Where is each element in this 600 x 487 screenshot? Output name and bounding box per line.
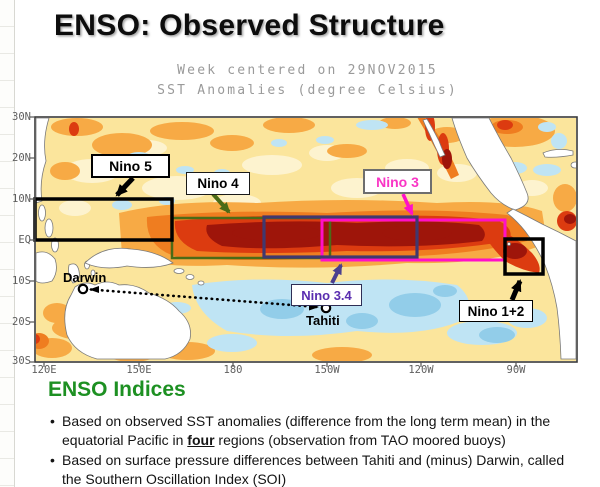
subtitle-sst: SST Anomalies (degree Celsius) (157, 83, 458, 98)
lat-label-10s: 10S (12, 275, 31, 287)
bullet-marker: • (50, 451, 55, 468)
nino5-label: Nino 5 (91, 154, 170, 178)
nino4-arrow (211, 192, 231, 214)
darwin-label: Darwin (63, 270, 107, 285)
darwin-marker (77, 283, 89, 295)
lon-label-150w: 150W (314, 364, 340, 376)
lat-label-10n: 10N (12, 193, 31, 205)
lon-label-90w: 90W (506, 364, 526, 376)
nino12-label: Nino 1+2 (459, 300, 533, 322)
lon-label-120w: 120W (408, 364, 434, 376)
enso-indices-heading: ENSO Indices (48, 378, 186, 401)
nino3-label: Nino 3 (363, 169, 432, 194)
nino12-arrow (509, 279, 523, 301)
nino34-arrow (330, 263, 343, 284)
nino34-label: Nino 3.4 (291, 284, 362, 306)
lon-label-180: 180 (223, 364, 243, 376)
lat-label-30n: 30N (12, 111, 31, 123)
lat-label-20s: 20S (12, 316, 31, 328)
ocean-anomaly-field (36, 118, 576, 361)
nino4-label: Nino 4 (186, 172, 250, 195)
bullet-2-line-1: • Based on surface pressure differences b… (50, 451, 590, 470)
nino5-arrow (115, 176, 135, 197)
tahiti-label: Tahiti (306, 313, 340, 328)
four-emphasis: four (187, 432, 215, 449)
lat-label-30s: 30S (12, 355, 31, 367)
bullet-list: • Based on observed SST anomalies (differ… (50, 412, 590, 487)
axis-ticks (30, 116, 517, 367)
landmasses (36, 118, 576, 360)
bullet-1-line-1: • Based on observed SST anomalies (differ… (50, 412, 590, 431)
map-subtitle: Week centered on 29NOV2015 SST Anomalies… (35, 61, 580, 101)
lon-label-120e: 120E (31, 364, 57, 376)
sst-anomaly-map (30, 116, 578, 367)
nino12-box (503, 237, 545, 276)
ruled-margin-strip (0, 0, 15, 487)
lat-label-20n: 20N (12, 152, 31, 164)
bullet-2-line-2: the Southern Oscillation Index (SOI) (62, 470, 287, 487)
lat-label-eq: EQ (18, 234, 31, 246)
nino34-box (262, 215, 419, 259)
nino3-arrow (401, 193, 414, 216)
slide-title: ENSO: Observed Structure (54, 9, 445, 42)
bullet-1-line-2: equatorial Pacific in four regions (obse… (62, 432, 506, 449)
subtitle-week: Week centered on 29NOV2015 (177, 63, 438, 78)
bullet-marker: • (50, 413, 55, 429)
lon-label-150e: 150E (126, 364, 152, 376)
